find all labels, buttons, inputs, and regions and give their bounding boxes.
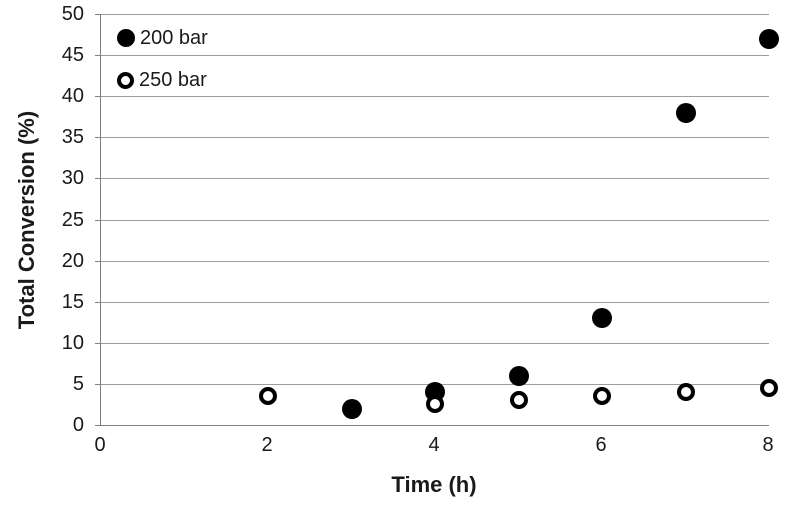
y-tick-mark bbox=[95, 342, 101, 344]
legend-label: 200 bar bbox=[140, 26, 208, 49]
gridline-y-25 bbox=[101, 219, 769, 221]
legend-label: 250 bar bbox=[139, 68, 207, 91]
y-tick-label: 20 bbox=[61, 249, 84, 272]
y-tick-label: 15 bbox=[61, 290, 84, 313]
y-tick-label: 35 bbox=[61, 126, 84, 149]
y-tick-label: 45 bbox=[61, 44, 84, 67]
y-tick-mark bbox=[95, 96, 101, 98]
data-point-250-bar bbox=[509, 391, 528, 410]
gridline-y-40 bbox=[101, 96, 769, 98]
y-tick-mark bbox=[95, 219, 101, 221]
data-point-250-bar bbox=[760, 379, 778, 397]
y-tick-label: 10 bbox=[61, 331, 84, 354]
y-tick-label: 25 bbox=[61, 208, 84, 231]
plot-area bbox=[95, 14, 779, 426]
y-tick-mark bbox=[95, 383, 101, 385]
x-tick-label: 6 bbox=[595, 434, 607, 456]
legend-entry-250-bar: 250 bar bbox=[117, 68, 208, 92]
data-point-250-bar bbox=[593, 387, 611, 406]
gridline-y-0 bbox=[101, 425, 769, 426]
data-point-200-bar bbox=[759, 28, 779, 49]
y-tick-label: 50 bbox=[61, 3, 84, 25]
data-point-200-bar bbox=[341, 398, 362, 419]
open-circle-icon bbox=[117, 71, 134, 89]
data-point-250-bar bbox=[676, 383, 695, 402]
data-point-250-bar bbox=[259, 387, 277, 406]
data-point-250-bar bbox=[426, 395, 444, 414]
legend-entry-200-bar: 200 bar bbox=[117, 26, 208, 50]
y-tick-mark bbox=[95, 55, 101, 57]
data-point-200-bar bbox=[508, 365, 529, 386]
gridline-y-35 bbox=[101, 137, 769, 139]
gridline-y-15 bbox=[101, 301, 769, 303]
x-tick-label: 8 bbox=[762, 434, 774, 456]
legend: 200 bar 250 bar bbox=[117, 26, 208, 110]
gridline-y-45 bbox=[101, 55, 769, 57]
data-point-200-bar bbox=[592, 308, 612, 329]
x-tick-label: 4 bbox=[428, 434, 440, 456]
gridline-y-30 bbox=[101, 178, 769, 180]
y-tick-mark bbox=[95, 14, 101, 15]
y-tick-mark bbox=[95, 301, 101, 303]
x-tick-label: 2 bbox=[261, 434, 273, 456]
x-tick-label: 0 bbox=[94, 434, 106, 456]
gridline-y-20 bbox=[101, 260, 769, 262]
y-tick-mark bbox=[95, 137, 101, 139]
y-tick-label: 0 bbox=[72, 414, 84, 436]
y-tick-label: 40 bbox=[61, 85, 84, 108]
x-axis-title: Time (h) bbox=[391, 472, 477, 497]
gridline-y-10 bbox=[101, 342, 769, 344]
y-tick-mark bbox=[95, 178, 101, 180]
y-tick-mark bbox=[95, 425, 101, 426]
y-tick-label: 30 bbox=[61, 167, 84, 190]
gridline-y-50 bbox=[101, 14, 769, 15]
y-tick-label: 5 bbox=[72, 372, 84, 395]
y-tick-mark bbox=[95, 260, 101, 262]
data-point-200-bar bbox=[675, 102, 696, 123]
filled-circle-icon bbox=[117, 29, 135, 47]
